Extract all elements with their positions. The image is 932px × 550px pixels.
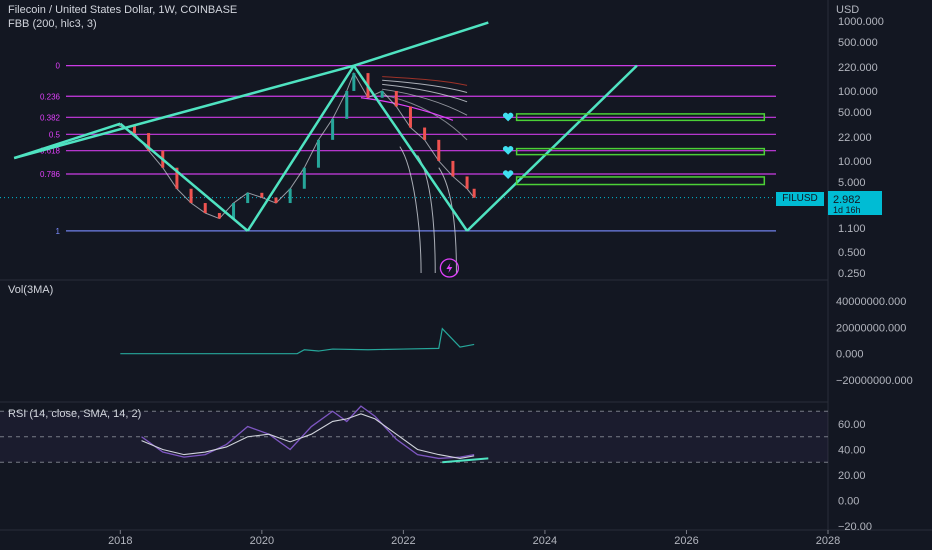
price-candle [465,176,469,189]
price-tick-label: 5.000 [838,177,866,189]
fbb-lower-band [438,167,457,274]
price-candle [352,73,356,91]
trend-line [119,122,249,232]
volume-tick-label: 40000000.000 [836,296,906,308]
price-candle [132,124,136,134]
fbb-upper-band [382,76,468,86]
heart-icon [502,170,514,179]
price-candle [331,118,335,140]
price-candle [217,213,221,219]
time-axis-label: 2026 [674,535,698,547]
target-zone-box [515,176,766,186]
rsi-trend-line [442,457,489,464]
heart-icon [502,112,514,122]
fib-level-label: 0 [56,62,61,71]
time-axis-label: 2022 [391,535,415,547]
price-candle [189,188,193,204]
indicator-fbb-label: FBB (200, hlc3, 3) [8,18,97,30]
fib-level-label: 0.5 [49,130,61,139]
price-candle [451,160,455,177]
volume-tick-label: 0.000 [836,349,864,361]
rsi-tick-label: 40.00 [838,445,866,457]
rsi-tick-label: 0.00 [838,496,859,508]
time-axis-label: 2028 [816,535,840,547]
trend-line [352,64,469,232]
lightning-icon [439,258,460,278]
fbb-upper-band [382,88,468,116]
target-zone-box [515,147,766,156]
target-zone-box [515,113,766,122]
fib-level-label: 1 [56,227,61,236]
price-candle [232,203,236,219]
price-candle [394,90,398,107]
last-price-tag-bg [828,191,882,215]
price-tick-label: 100.000 [838,86,878,98]
price-candle [423,127,427,140]
trend-line [246,64,355,232]
rsi-pane-title: RSI (14, close, SMA, 14, 2) [8,408,142,420]
rsi-tick-label: −20.00 [838,521,872,533]
fbb-upper-band [382,83,468,103]
price-tick-label: 10.000 [838,156,872,168]
fib-level-label: 0.382 [40,113,61,122]
price-candle [246,192,250,204]
price-tick-label: 22.000 [838,132,872,144]
price-candle [147,133,151,151]
symbol-title: Filecoin / United States Dollar, 1W, COI… [8,4,238,16]
price-tick-label: 0.500 [838,247,866,259]
last-price-symbol-tag: FILUSD [776,192,824,206]
trend-line [13,21,489,160]
fbb-basis-line [360,97,454,121]
price-tick-label: 1000.000 [838,16,884,28]
price-tick-label: 50.000 [838,107,872,119]
rsi-line [141,405,475,460]
price-candle [302,167,306,189]
price-candle [472,188,476,198]
time-axis-label: 2020 [250,535,274,547]
fib-level-label: 0.786 [40,170,61,179]
time-axis-label: 2024 [533,535,557,547]
price-candle [203,203,207,214]
price-candle [380,90,384,98]
price-tick-label: 0.250 [838,268,866,280]
fbb-upper-band [382,79,468,94]
price-candle [288,188,292,204]
rsi-tick-label: 20.00 [838,470,866,482]
time-axis-label: 2018 [108,535,132,547]
price-candle [260,192,264,198]
volume-pane-title: Vol(3MA) [8,284,54,296]
volume-tick-label: 20000000.000 [836,322,906,334]
rsi-tick-label: 60.00 [838,419,866,431]
price-tick-label: 1.100 [838,223,866,235]
heart-icon [502,146,514,155]
last-price-value: 2.982 [833,194,861,206]
price-tick-label: 500.000 [838,37,878,49]
fib-level-label: 0.236 [40,92,61,101]
price-candle [316,139,320,168]
price-series-line [116,71,475,220]
volume-line [120,327,475,355]
currency-label: USD [836,4,860,16]
last-price-countdown: 1d 16h [833,205,861,215]
volume-tick-label: −20000000.000 [836,375,913,387]
price-candle [274,197,278,204]
price-tick-label: 220.000 [838,62,878,74]
lightning-icon-glyph [446,263,453,273]
rsi-sma-line [141,413,475,459]
fib-level-label: 0.618 [40,147,61,156]
fbb-lower-band [399,146,422,274]
price-candle [437,139,441,161]
price-candle [175,167,179,189]
fbb-bands [360,76,468,274]
price-candle [408,106,412,128]
price-candle [345,90,349,119]
